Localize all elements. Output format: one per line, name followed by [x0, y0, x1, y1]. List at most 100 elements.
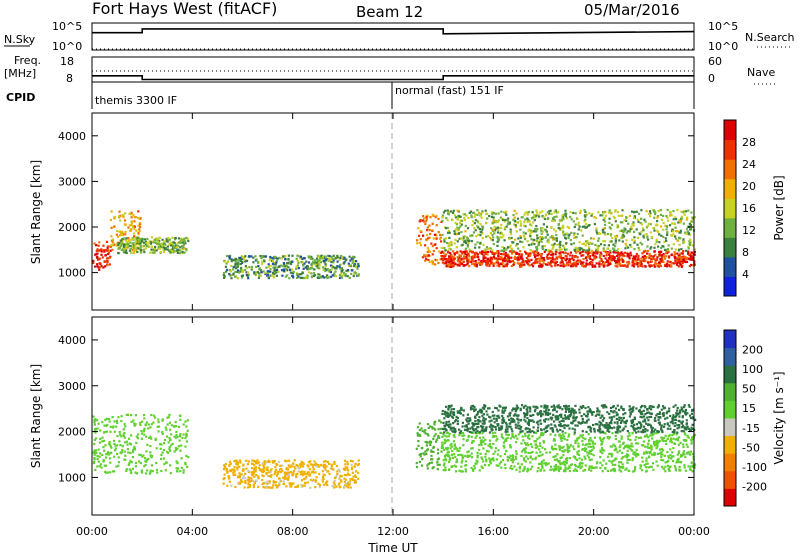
scatter-point	[542, 262, 545, 265]
scatter-point	[529, 249, 532, 252]
scatter-point	[477, 221, 480, 224]
scatter-point	[180, 466, 183, 469]
scatter-point	[146, 243, 149, 247]
scatter-point	[261, 255, 264, 258]
scatter-point	[512, 213, 515, 217]
scatter-point	[511, 454, 514, 457]
scatter-point	[262, 486, 265, 489]
scatter-point	[93, 438, 96, 442]
scatter-point	[573, 236, 576, 239]
scatter-point	[622, 231, 625, 234]
scatter-point	[461, 456, 464, 460]
scatter-point	[452, 422, 455, 425]
scatter-point	[484, 455, 487, 458]
scatter-point	[168, 447, 171, 450]
scatter-point	[530, 258, 533, 261]
scatter-point	[330, 260, 333, 264]
scatter-point	[347, 269, 350, 272]
scatter-point	[475, 235, 478, 238]
scatter-point	[230, 468, 233, 471]
scatter-point	[539, 444, 542, 447]
scatter-point	[462, 438, 465, 441]
scatter-point	[345, 474, 348, 477]
scatter-point	[471, 257, 474, 261]
scatter-point	[169, 464, 172, 467]
scatter-point	[637, 220, 640, 223]
scatter-point	[459, 237, 462, 240]
scatter-point	[676, 252, 679, 255]
scatter-point	[557, 469, 561, 473]
scatter-point	[589, 257, 592, 260]
scatter-point	[565, 263, 568, 266]
scatter-point	[564, 209, 567, 212]
scatter-point	[479, 452, 482, 455]
scatter-point	[639, 241, 642, 244]
scatter-point	[609, 249, 612, 252]
scatter-point	[144, 457, 147, 460]
nsky-tick-top: 10^5	[52, 20, 82, 33]
scatter-point	[174, 420, 177, 424]
scatter-point	[458, 256, 461, 259]
scatter-point	[346, 466, 349, 469]
scatter-point	[171, 250, 174, 253]
scatter-point	[596, 245, 599, 248]
scatter-point	[139, 217, 142, 220]
scatter-point	[184, 437, 187, 440]
scatter-point	[288, 277, 291, 280]
scatter-point	[543, 217, 546, 220]
scatter-point	[175, 467, 178, 470]
scatter-point	[332, 468, 335, 471]
scatter-point	[558, 248, 561, 251]
scatter-point	[344, 273, 347, 276]
scatter-point	[542, 441, 546, 444]
scatter-point	[584, 437, 587, 441]
scatter-point	[482, 436, 485, 439]
scatter-point	[496, 220, 500, 223]
scatter-point	[497, 254, 500, 257]
scatter-point	[228, 464, 231, 467]
scatter-point	[129, 459, 132, 462]
scatter-point	[487, 464, 491, 467]
scatter-point	[581, 443, 585, 446]
scatter-point	[543, 228, 547, 231]
scatter-point	[181, 241, 184, 244]
scatter-point	[606, 264, 609, 267]
scatter-point	[334, 270, 337, 273]
scatter-point	[571, 265, 574, 268]
scatter-point	[354, 480, 357, 483]
scatter-point	[304, 473, 308, 476]
scatter-point	[330, 275, 333, 278]
scatter-point	[142, 241, 146, 244]
scatter-point	[475, 434, 478, 437]
scatter-point	[582, 258, 585, 261]
scatter-point	[530, 238, 533, 241]
scatter-point	[497, 261, 500, 264]
scatter-point	[621, 466, 624, 470]
scatter-point	[324, 267, 327, 270]
scatter-point	[481, 210, 484, 213]
scatter-point	[295, 475, 298, 479]
scatter-point	[549, 261, 552, 264]
scatter-point	[617, 261, 620, 264]
scatter-point	[246, 271, 249, 274]
scatter-point	[269, 268, 272, 271]
scatter-point	[315, 264, 318, 267]
scatter-point	[555, 237, 558, 240]
scatter-point	[495, 464, 498, 467]
scatter-point	[321, 257, 324, 260]
scatter-point	[187, 239, 190, 243]
scatter-point	[127, 239, 130, 242]
scatter-point	[671, 234, 674, 237]
scatter-point	[423, 217, 426, 220]
scatter-point	[464, 224, 467, 227]
scatter-point	[284, 258, 287, 261]
scatter-point	[470, 452, 473, 455]
scatter-point	[286, 261, 289, 265]
scatter-point	[660, 436, 663, 439]
scatter-point	[469, 210, 472, 213]
scatter-point	[629, 407, 632, 410]
scatter-point	[254, 460, 257, 463]
scatter-point	[585, 447, 588, 450]
scatter-point	[145, 458, 149, 461]
scatter-point	[514, 455, 517, 458]
